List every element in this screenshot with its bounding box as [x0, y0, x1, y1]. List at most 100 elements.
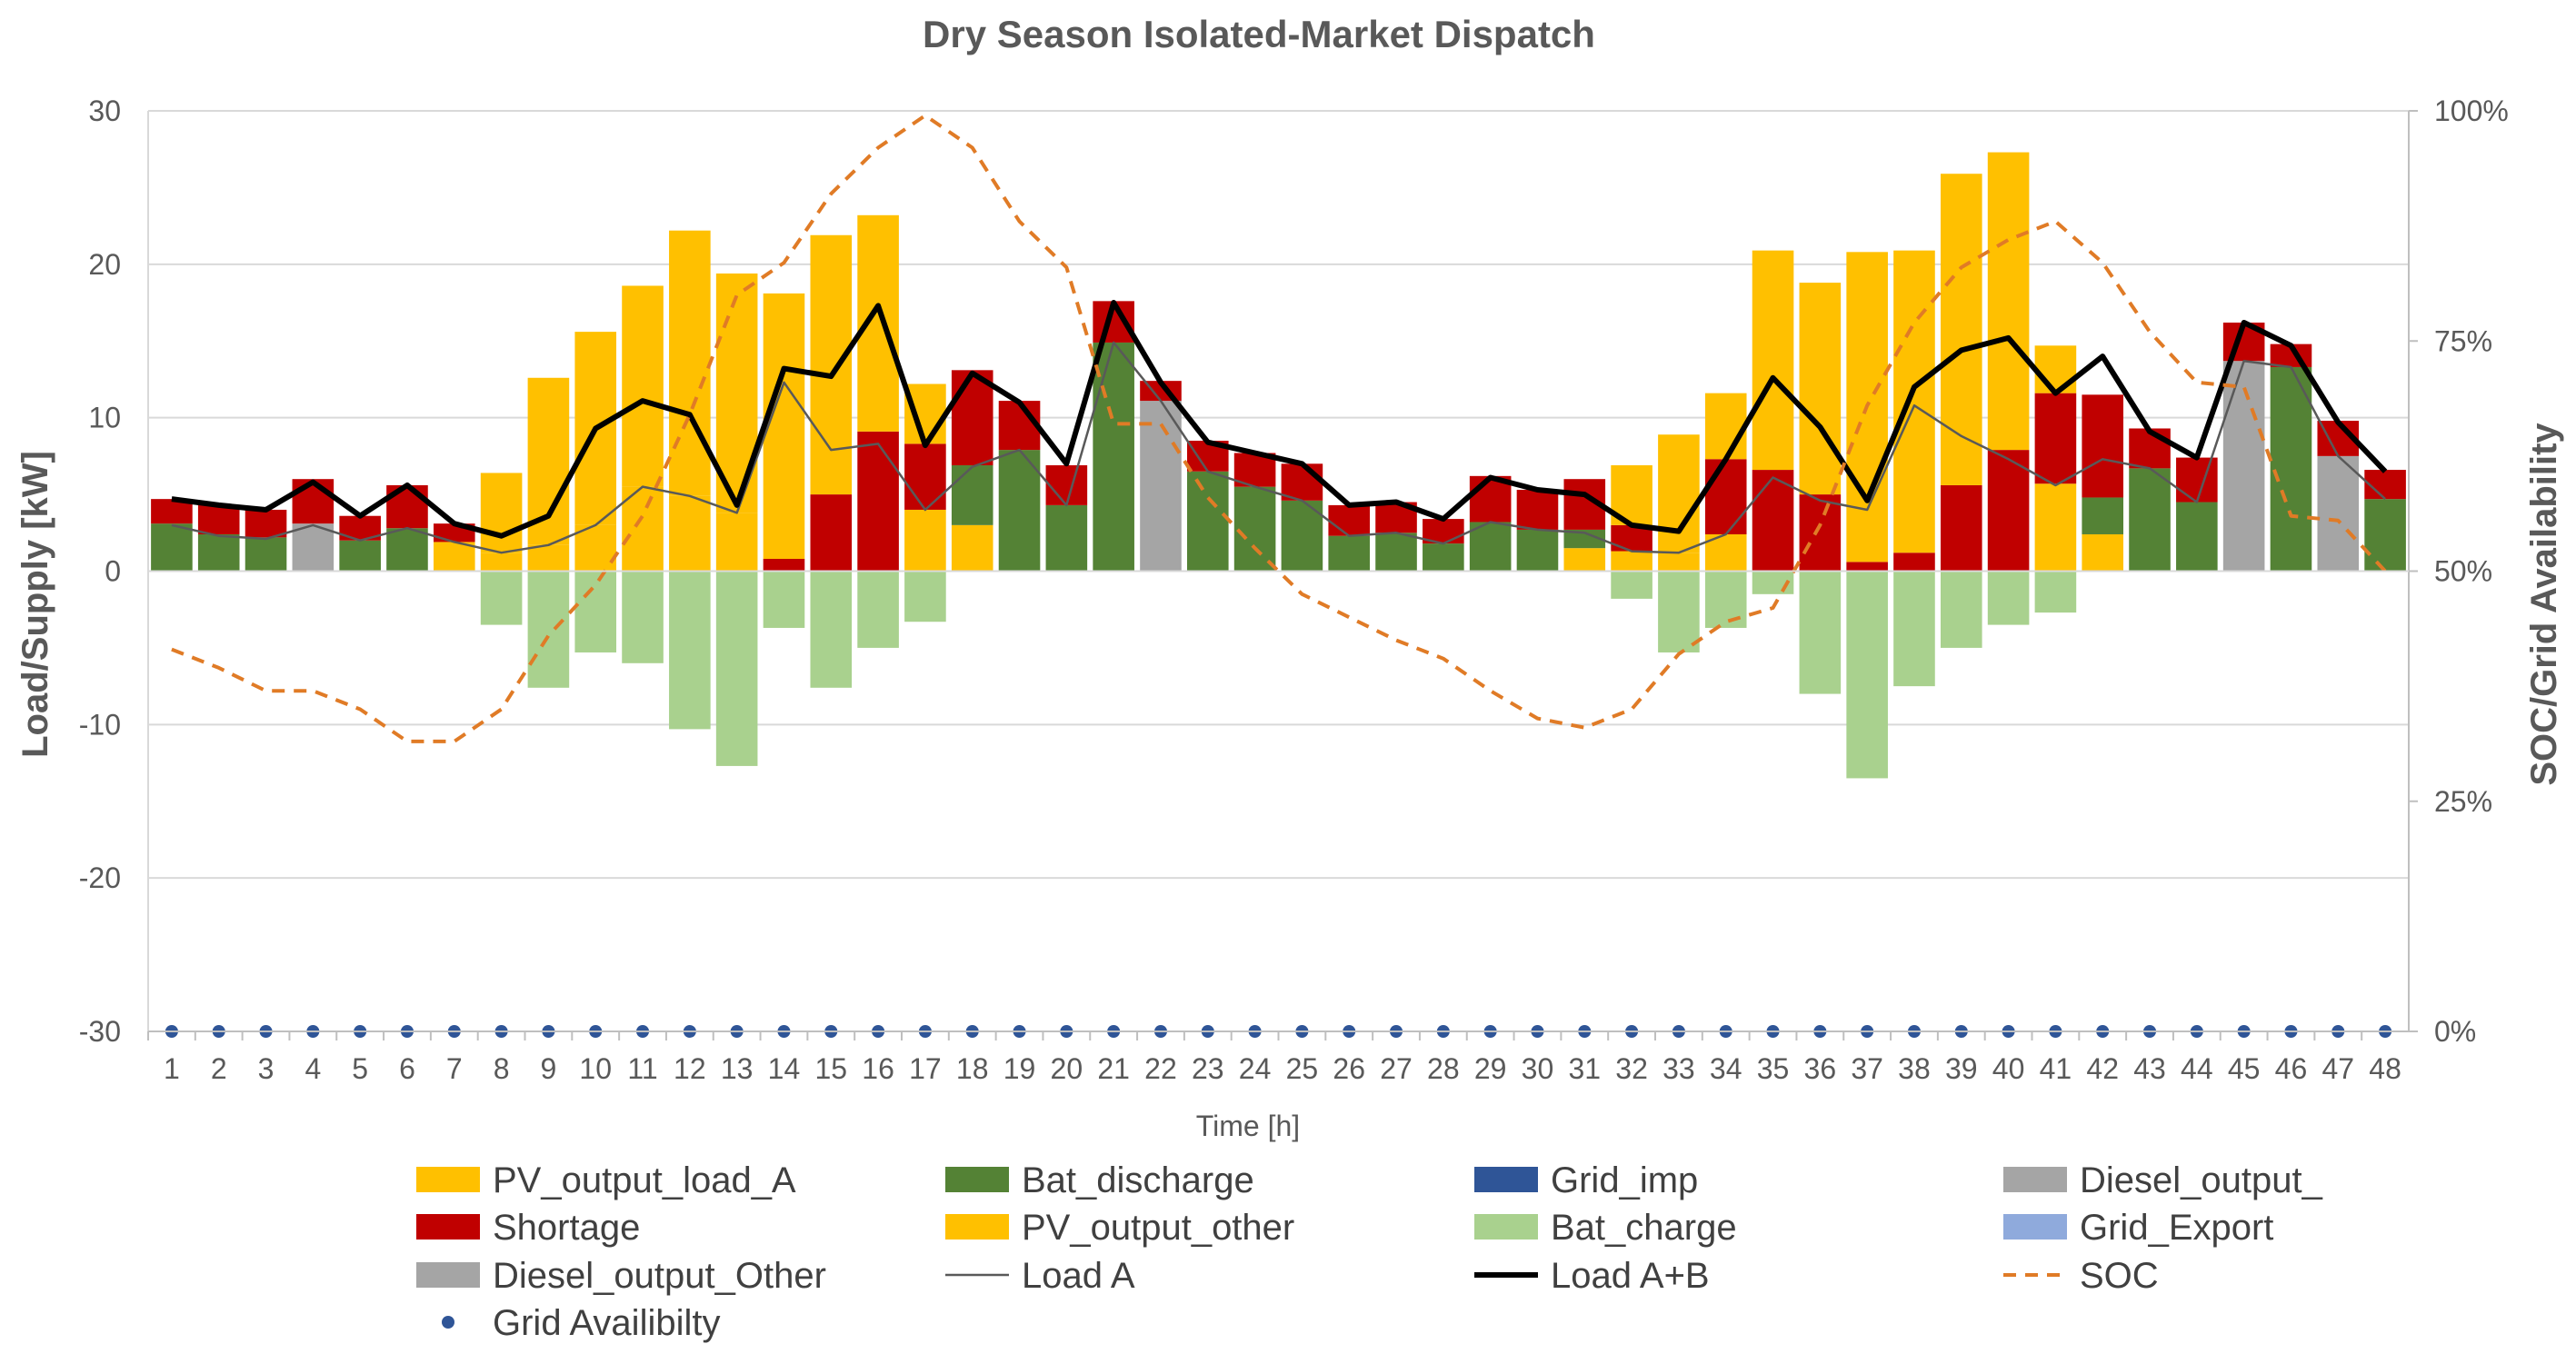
x-tick-label: 2 — [211, 1052, 227, 1085]
bar-segment-shortage — [1045, 465, 1088, 505]
bar-segment-bat_charge — [1704, 571, 1747, 628]
bar-segment-pv_other — [669, 230, 711, 496]
legend-item-soc: SOC — [2003, 1256, 2159, 1296]
x-tick-label: 17 — [909, 1052, 942, 1085]
x-tick-label: 7 — [446, 1052, 463, 1085]
x-tick-label: 27 — [1380, 1052, 1413, 1085]
bar-segment-bat_charge — [1846, 571, 1888, 779]
x-tick-label: 41 — [2040, 1052, 2072, 1085]
y2-tick-label: 100% — [2434, 95, 2509, 127]
x-tick-label: 10 — [579, 1052, 612, 1085]
x-tick-label: 13 — [721, 1052, 754, 1085]
bar-segment-bat_discharge — [1469, 522, 1512, 572]
y-tick-label: -30 — [79, 1015, 121, 1048]
legend-swatch — [1474, 1167, 1538, 1192]
bar-segment-pv_load_a — [574, 524, 617, 572]
bar-segment-shortage — [2176, 457, 2218, 503]
bar-segment-shortage — [763, 558, 805, 572]
bar-segment-shortage — [245, 509, 287, 538]
y-tick-label: -10 — [79, 708, 121, 741]
legend-item-bat_discharge: Bat_discharge — [945, 1160, 1254, 1200]
bar-segment-bat_discharge — [1328, 535, 1371, 572]
bar-segment-shortage — [1704, 459, 1747, 534]
bar-segment-shortage — [292, 479, 334, 524]
bar-segment-pv_load_a — [951, 524, 993, 572]
y-tick-label: -20 — [79, 861, 121, 894]
bar-segment-shortage — [1846, 562, 1888, 572]
legend-item-grid_imp: Grid_imp — [1474, 1160, 1698, 1200]
bar-segment-bat_discharge — [1233, 486, 1276, 572]
bar-segment-bat_charge — [810, 571, 853, 688]
x-tick-label: 48 — [2369, 1052, 2401, 1085]
bar-segment-bat_discharge — [1563, 529, 1606, 549]
y-tick-label: 30 — [88, 95, 121, 127]
bar-segment-bat_charge — [480, 571, 523, 625]
bar-segment-pv_load_a — [715, 513, 758, 572]
bar-segment-shortage — [1752, 470, 1794, 572]
chart-title: Dry Season Isolated-Market Dispatch — [923, 13, 1595, 55]
bar-segment-pv_other — [480, 473, 523, 553]
x-tick-label: 29 — [1474, 1052, 1507, 1085]
bar-segment-pv_other — [1893, 250, 1935, 553]
bar-segment-bat_charge — [574, 571, 617, 652]
bar-segment-pv_other — [810, 234, 853, 495]
bar-segment-pv_other — [1752, 250, 1794, 471]
legend-item-bat_charge: Bat_charge — [1474, 1208, 1737, 1248]
series-line-load_a — [171, 341, 2386, 554]
bar-segment-shortage — [197, 504, 240, 534]
y-tick-label: 0 — [105, 555, 121, 588]
legend-label: Grid Availibilty — [493, 1303, 720, 1343]
x-tick-label: 38 — [1898, 1052, 1931, 1085]
bar-segment-bat_charge — [1987, 571, 2030, 625]
bar-segment-bat_discharge — [2176, 502, 2218, 572]
y-axis-title: Load/Supply [kW] — [15, 451, 55, 758]
bar-segment-pv_other — [622, 285, 664, 487]
legend-label: Load A+B — [1551, 1256, 1710, 1296]
bar-segment-pv_load_a — [904, 509, 946, 572]
bar-segment-shortage — [2082, 394, 2124, 498]
x-tick-label: 25 — [1286, 1052, 1319, 1085]
bar-segment-shortage — [904, 443, 946, 510]
bar-segment-bat_charge — [763, 571, 805, 628]
bar-segment-bat_charge — [622, 571, 664, 663]
y-tick-label: 10 — [88, 402, 121, 434]
bar-segment-pv_other — [1940, 174, 1982, 485]
legend-item-pv_other: PV_output_other — [945, 1208, 1294, 1248]
legend-label: SOC — [2080, 1256, 2159, 1296]
x-tick-label: 5 — [352, 1052, 368, 1085]
bar-segment-bat_discharge — [1093, 342, 1134, 572]
bar-segment-bat_charge — [1799, 571, 1842, 694]
bar-segment-bat_charge — [1658, 571, 1700, 652]
bar-segment-shortage — [1799, 494, 1842, 572]
bar-segment-pv_load_a — [2034, 483, 2077, 572]
bar-segment-pv_other — [904, 383, 946, 444]
x-tick-label: 15 — [814, 1052, 847, 1085]
bar-segment-bat_discharge — [1375, 533, 1417, 572]
x-tick-label: 32 — [1615, 1052, 1648, 1085]
x-tick-label: 35 — [1757, 1052, 1790, 1085]
bar-segment-shortage — [2034, 393, 2077, 484]
x-tick-label: 18 — [956, 1052, 989, 1085]
bar-segment-bat_charge — [1893, 571, 1935, 687]
bar-segment-pv_load_a — [527, 544, 570, 572]
bar-segment-shortage — [1516, 490, 1559, 530]
y2-tick-label: 75% — [2434, 324, 2492, 357]
bar-segment-pv_other — [1987, 152, 2030, 451]
legend-swatch — [2003, 1167, 2067, 1192]
bar-segment-pv_load_a — [2082, 533, 2124, 572]
x-tick-label: 14 — [768, 1052, 801, 1085]
bar-segment-shortage — [1281, 463, 1323, 501]
x-tick-label: 46 — [2275, 1052, 2308, 1085]
x-tick-label: 47 — [2321, 1052, 2354, 1085]
bar-segment-shortage — [1940, 484, 1982, 572]
x-tick-label: 11 — [627, 1052, 657, 1085]
x-tick-label: 34 — [1710, 1052, 1742, 1085]
bar-segment-bat_discharge — [2270, 366, 2312, 572]
bar-segment-diesel_a — [292, 523, 334, 572]
legend-label: PV_output_load_A — [493, 1160, 796, 1200]
y2-axis-title: SOC/Grid Availability — [2524, 423, 2564, 786]
legend-item-grid_export: Grid_Export — [2003, 1208, 2273, 1248]
bar-segment-pv_load_a — [480, 553, 523, 572]
legend-label: Diesel_output_ — [2080, 1160, 2323, 1200]
